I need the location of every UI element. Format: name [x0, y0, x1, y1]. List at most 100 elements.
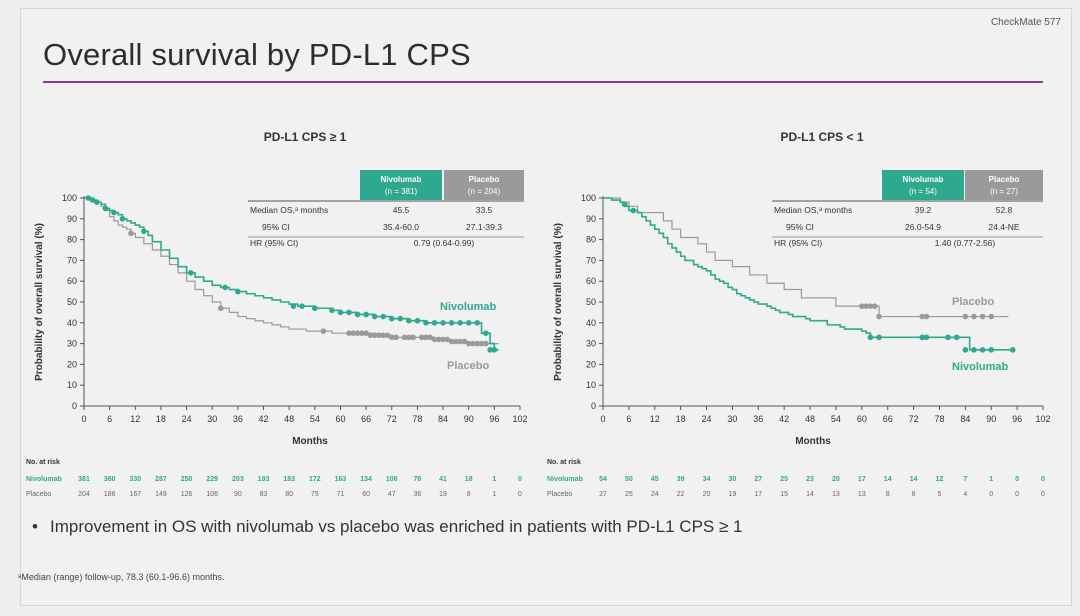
censor-mark-nivolumab: [953, 334, 960, 341]
censor-mark-placebo: [448, 338, 455, 345]
x-tick-label: 6: [626, 414, 631, 424]
at-risk-heading: No. at risk: [26, 459, 60, 466]
y-tick-label: 80: [67, 235, 77, 245]
censor-mark-placebo: [393, 334, 399, 341]
y-tick-label: 10: [67, 380, 77, 390]
table-header-label: (n = 27): [990, 187, 1018, 196]
at-risk-value-placebo: 149: [155, 491, 167, 498]
table-header-nivolumab: [882, 170, 964, 200]
at-risk-value-placebo: 80: [285, 491, 293, 498]
at-risk-value-placebo: 71: [337, 491, 345, 498]
censor-mark-placebo: [418, 334, 425, 341]
table-cell-placebo: 33.5: [476, 205, 493, 215]
at-risk-value-nivolumab: 14: [910, 476, 918, 483]
at-risk-value-placebo: 19: [439, 491, 447, 498]
x-tick-label: 36: [233, 414, 243, 424]
table-row-label: Median OS,ᵃ months: [250, 205, 328, 215]
at-risk-value-placebo: 60: [362, 491, 370, 498]
censor-mark-nivolumab: [448, 320, 455, 326]
at-risk-value-placebo: 8: [912, 491, 916, 498]
at-risk-value-nivolumab: 30: [729, 476, 737, 483]
x-tick-label: 84: [960, 414, 970, 424]
censor-mark-placebo: [863, 303, 869, 309]
at-risk-value-placebo: 8: [467, 491, 471, 498]
x-tick-label: 72: [909, 414, 919, 424]
x-tick-label: 48: [805, 414, 815, 424]
censor-mark-nivolumab: [119, 216, 126, 222]
censor-mark-nivolumab: [371, 313, 378, 320]
y-tick-label: 90: [67, 214, 77, 224]
at-risk-value-nivolumab: 54: [599, 476, 607, 483]
table-row-label: Median OS,ᵃ months: [774, 205, 852, 215]
x-tick-label: 6: [107, 414, 112, 424]
censor-mark-placebo: [979, 313, 986, 320]
x-tick-label: 54: [310, 414, 320, 424]
at-risk-value-placebo: 106: [206, 491, 218, 498]
y-tick-label: 60: [67, 276, 77, 286]
censor-mark-placebo: [971, 313, 977, 320]
series-label-nivolumab: Nivolumab: [440, 301, 497, 313]
censor-mark-placebo: [988, 313, 995, 320]
x-tick-label: 72: [387, 414, 397, 424]
at-risk-value-placebo: 75: [311, 491, 319, 498]
at-risk-value-placebo: 22: [677, 491, 685, 498]
x-tick-label: 60: [857, 414, 867, 424]
at-risk-value-placebo: 25: [625, 491, 633, 498]
at-risk-value-nivolumab: 39: [677, 476, 685, 483]
censor-mark-nivolumab: [414, 317, 421, 324]
y-tick-label: 100: [62, 193, 77, 203]
series-label-placebo: Placebo: [952, 296, 994, 308]
at-risk-value-nivolumab: 193: [258, 476, 270, 483]
at-risk-value-nivolumab: 41: [439, 476, 447, 483]
at-risk-value-nivolumab: 17: [858, 476, 866, 483]
at-risk-value-placebo: 0: [518, 491, 522, 498]
y-tick-label: 80: [586, 235, 596, 245]
at-risk-value-nivolumab: 1: [989, 476, 993, 483]
at-risk-value-nivolumab: 250: [181, 476, 193, 483]
x-tick-label: 30: [727, 414, 737, 424]
at-risk-value-placebo: 4: [963, 491, 967, 498]
at-risk-value-placebo: 90: [234, 491, 242, 498]
page-title: Overall survival by PD-L1 CPS: [43, 37, 471, 72]
at-risk-value-placebo: 15: [780, 491, 788, 498]
trial-tag: CheckMate 577: [990, 17, 1061, 28]
censor-mark-nivolumab: [962, 347, 969, 353]
at-risk-heading: No. at risk: [547, 459, 581, 466]
censor-mark-placebo: [380, 332, 387, 339]
at-risk-value-nivolumab: 14: [884, 476, 892, 483]
x-tick-label: 102: [512, 414, 527, 424]
y-tick-label: 50: [586, 297, 596, 307]
key-finding-text: Improvement in OS with nivolumab vs plac…: [50, 517, 743, 536]
km-curve-nivolumab: [603, 197, 1013, 351]
censor-mark-nivolumab: [363, 311, 369, 318]
censor-mark-nivolumab: [465, 320, 472, 326]
at-risk-value-placebo: 83: [260, 491, 268, 498]
at-risk-value-nivolumab: 23: [806, 476, 814, 483]
censor-mark-nivolumab: [431, 320, 438, 326]
censor-mark-placebo: [435, 336, 442, 343]
x-tick-label: 60: [335, 414, 345, 424]
y-tick-label: 30: [586, 339, 596, 349]
table-cell-placebo: 52.8: [996, 205, 1013, 215]
y-tick-label: 50: [67, 297, 77, 307]
censor-mark-nivolumab: [919, 334, 926, 341]
x-tick-label: 66: [361, 414, 371, 424]
censor-mark-nivolumab: [85, 195, 92, 201]
table-cell-nivolumab: 39.2: [915, 205, 932, 215]
table-cell-nivolumab: 35.4-60.0: [383, 222, 419, 232]
at-risk-value-nivolumab: 183: [283, 476, 295, 483]
censor-mark-nivolumab: [299, 303, 305, 309]
at-risk-value-nivolumab: 381: [78, 476, 90, 483]
censor-mark-placebo: [371, 332, 378, 339]
censor-mark-placebo: [401, 334, 408, 341]
censor-mark-nivolumab: [346, 309, 352, 316]
table-header-label: Placebo: [469, 175, 500, 184]
x-tick-label: 90: [464, 414, 474, 424]
censor-mark-nivolumab: [222, 284, 228, 291]
at-risk-value-nivolumab: 106: [386, 476, 398, 483]
table-header-label: Nivolumab: [903, 175, 944, 184]
at-risk-value-nivolumab: 1: [492, 476, 496, 483]
series-label-placebo: Placebo: [447, 360, 489, 372]
bullet-dot-icon: •: [32, 517, 38, 536]
at-risk-value-nivolumab: 134: [360, 476, 372, 483]
